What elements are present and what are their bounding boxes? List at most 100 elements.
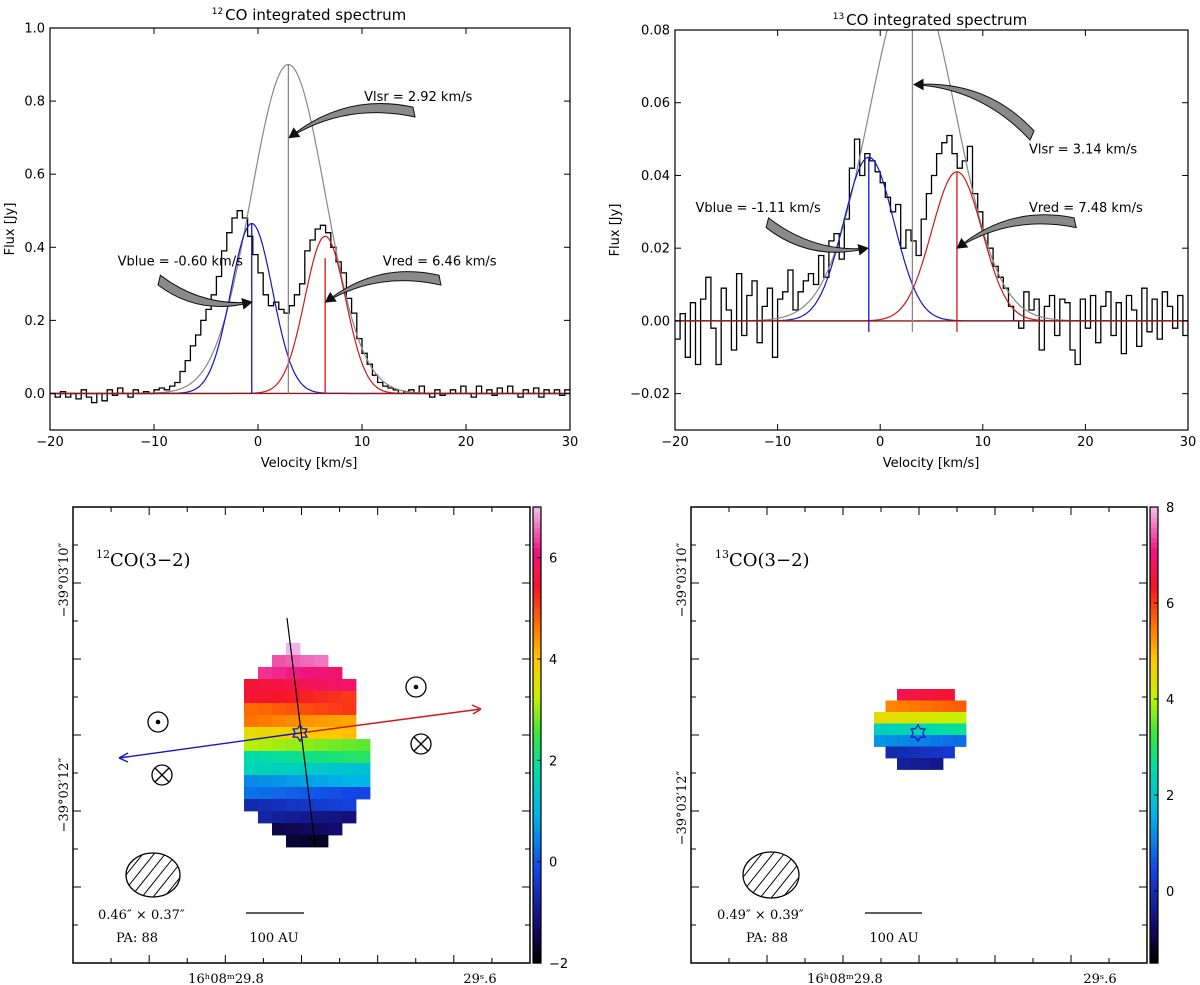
colorbar-tick-label: 8 <box>1166 501 1174 516</box>
colorbar-segment <box>1150 527 1158 533</box>
colorbar-segment <box>533 770 541 777</box>
map-pixel <box>300 751 315 764</box>
co13-ytick-label: 0.04 <box>641 169 670 184</box>
map-pixel <box>258 667 273 680</box>
map-pixel <box>885 723 898 736</box>
co13-title-text: CO integrated spectrum <box>846 11 1027 29</box>
co13-ytick-label: 0.02 <box>641 242 670 257</box>
co12-vblue-arrow-head <box>241 298 253 310</box>
co12-map-pixels <box>244 643 371 848</box>
co12-y-axis-label: Flux [Jy] <box>3 203 18 256</box>
map-pixel <box>272 799 287 812</box>
co12-ytick-label: 0.2 <box>24 314 45 329</box>
map-pixel <box>931 735 944 747</box>
colorbar-segment <box>533 598 541 604</box>
colorbar-segment <box>1150 922 1158 929</box>
map-pixel <box>356 775 371 788</box>
co12-ytick-label: 0.4 <box>24 241 45 256</box>
co12-outflow-arrows <box>118 617 482 846</box>
map-pixel <box>314 715 329 728</box>
map-pixel <box>286 679 301 692</box>
colorbar-segment <box>533 750 541 756</box>
map-pixel <box>272 763 287 776</box>
map-pixel <box>244 775 259 788</box>
map-pixel <box>897 689 909 701</box>
co13-colorbar: 0 2 4 6 8 <box>1149 501 1174 964</box>
map-pixel <box>328 715 343 728</box>
rotation-symbols <box>147 676 432 786</box>
co12-colorbar: −2 0 2 4 6 <box>532 506 568 972</box>
colorbar-segment <box>533 952 541 959</box>
co13-vblue-annotation: Vblue = -1.11 km/s <box>696 201 821 216</box>
map-pixel <box>286 763 301 776</box>
map-pixel <box>943 689 955 701</box>
colorbar-tick-label: 4 <box>549 653 557 668</box>
colorbar-segment <box>1150 638 1158 645</box>
map-pixel <box>356 787 371 800</box>
co13-vlsr-annotation: Vlsr = 3.14 km/s <box>1029 143 1137 158</box>
map-pixel <box>328 775 343 788</box>
colorbar-segment <box>1150 684 1158 690</box>
colorbar-segment <box>1150 866 1158 873</box>
colorbar-segment <box>533 917 541 924</box>
map-pixel <box>272 811 287 824</box>
map-pixel <box>328 667 343 680</box>
colorbar-segment <box>1150 841 1158 848</box>
colorbar-segment <box>1150 719 1158 726</box>
map-pixel <box>897 746 909 759</box>
map-pixel <box>874 723 886 736</box>
colorbar-segment <box>533 588 541 594</box>
colorbar-segment <box>1150 567 1158 574</box>
map-pixel <box>874 712 886 724</box>
colorbar-segment <box>533 608 541 614</box>
map-pixel <box>286 739 301 752</box>
colorbar-segment <box>1150 831 1158 837</box>
map-pixel <box>286 715 301 728</box>
colorbar-segment <box>533 841 541 848</box>
map-pixel <box>244 763 259 776</box>
co13-ytick-label: 0.08 <box>641 24 670 39</box>
colorbar-segment <box>1150 547 1158 554</box>
map-pixel <box>300 763 315 776</box>
map-pixel <box>272 703 287 716</box>
map-pixel <box>908 700 921 713</box>
colorbar-segment <box>1150 583 1158 589</box>
map-pixel <box>314 739 329 752</box>
co13-xtick-label: 0 <box>876 435 884 450</box>
map-pixel <box>931 746 944 759</box>
map-pixel <box>943 700 955 713</box>
map-pixel <box>328 727 343 740</box>
co13-vblue-arrow-head <box>857 243 869 256</box>
co12-map-frame <box>72 506 531 964</box>
colorbar-segment <box>533 892 541 898</box>
map-pixel <box>314 799 329 812</box>
colorbar-segment <box>1150 618 1158 625</box>
colorbar-segment <box>533 805 541 812</box>
map-pixel <box>244 799 259 812</box>
colorbar-segment <box>533 912 541 918</box>
map-pixel <box>258 775 273 788</box>
co13-ytick-label: 0.06 <box>641 96 670 111</box>
map-pixel <box>954 735 967 747</box>
map-pixel <box>328 679 343 692</box>
map-pixel <box>258 739 273 752</box>
map-pixel <box>342 703 357 716</box>
map-pixel <box>328 799 343 812</box>
co12-scalebar-label: 100 AU <box>249 931 298 946</box>
colorbar-segment <box>533 623 541 630</box>
map-pixel <box>314 655 329 668</box>
co13-y-axis-label: Flux [Jy] <box>608 204 623 257</box>
co13-xtick-label: 20 <box>1077 435 1094 450</box>
colorbar-segment <box>1150 892 1158 898</box>
co12-xtick-label: 20 <box>458 435 475 450</box>
colorbar-segment <box>1150 653 1158 660</box>
map-pixel <box>244 679 259 692</box>
map-pixel <box>300 703 315 716</box>
map-pixel <box>286 775 301 788</box>
co12-ytick-label: 0.0 <box>24 387 45 402</box>
colorbar-segment <box>1150 836 1158 842</box>
co12-spectrum-title: 12 CO integrated spectrum <box>212 6 407 24</box>
source-position-star <box>292 723 308 743</box>
co13-plot-frame <box>674 29 1189 431</box>
colorbar-segment <box>1150 603 1158 609</box>
